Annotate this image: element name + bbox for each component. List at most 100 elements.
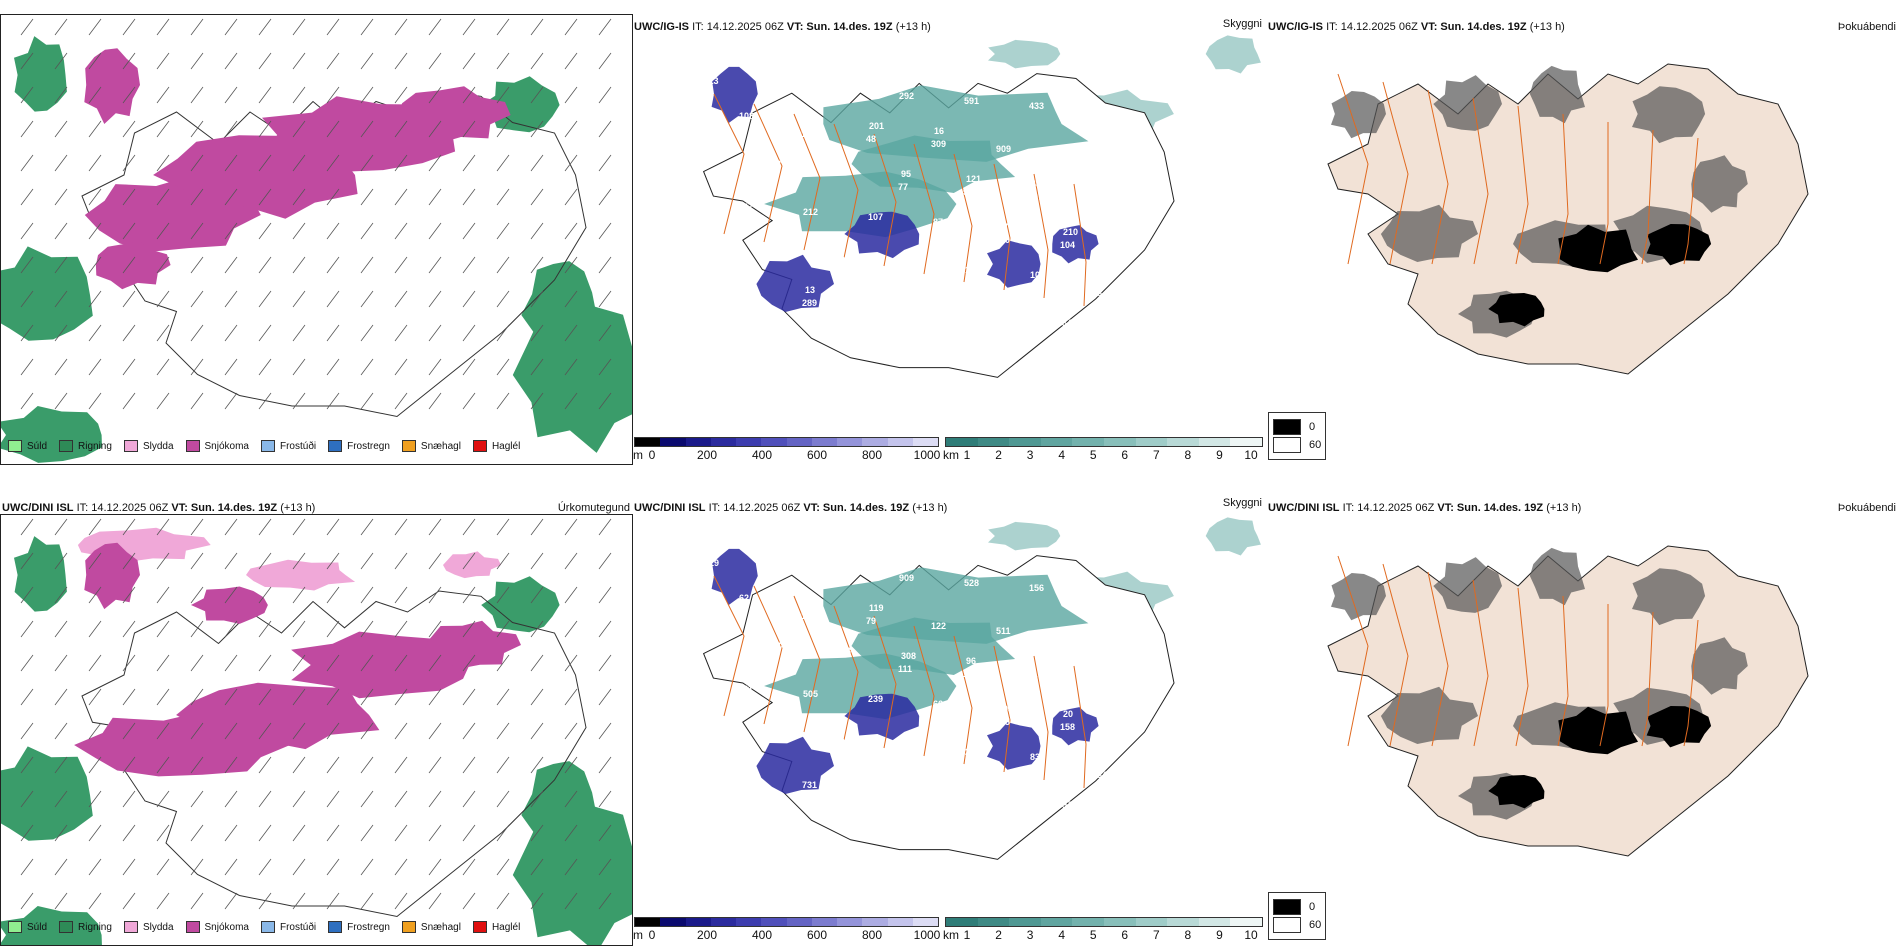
fog-shade — [1691, 637, 1748, 695]
wind-barb — [496, 620, 510, 638]
colorbar-tick: 7 — [1152, 928, 1160, 942]
wind-barb — [598, 790, 612, 808]
panel-header: UWC/DINI ISL IT: 14.12.2025 06Z VT: Sun.… — [2, 502, 316, 514]
wind-barb — [292, 620, 306, 638]
road-line — [1472, 579, 1489, 747]
panel-title: Þokuábendi — [1837, 502, 1896, 514]
wind-barb — [598, 222, 612, 240]
road-line — [953, 153, 973, 283]
colorbar-tick: 0 — [648, 448, 656, 462]
wind-barb — [224, 620, 238, 638]
rain-area — [521, 761, 597, 873]
colorbar-tick: 2 — [995, 928, 1002, 942]
wind-barb — [122, 154, 136, 172]
wind-barb — [496, 756, 510, 774]
road-line — [753, 103, 783, 243]
precip-type-map — [0, 14, 633, 465]
wind-barb — [88, 586, 102, 604]
colorbar-tick: 600 — [806, 448, 828, 462]
wind-barb — [292, 18, 306, 36]
colorbar-segment — [862, 918, 888, 926]
wind-barb — [496, 824, 510, 842]
wind-barb — [122, 756, 136, 774]
colorbar-tick: 8 — [1184, 448, 1192, 462]
colorbar-segment — [912, 918, 938, 926]
ceiling-value-label: 93 — [771, 159, 781, 169]
wind-barb — [156, 18, 170, 36]
wind-barb — [156, 790, 170, 808]
snow-area — [176, 682, 380, 750]
ceiling-value-label: 96 — [1028, 674, 1038, 684]
colorbar-tick: 3 — [1026, 448, 1034, 462]
ceiling-value-label: 16 — [934, 126, 944, 136]
colorbar-tick: 1 — [963, 448, 971, 462]
visibility-area — [823, 567, 1089, 644]
wind-barb — [190, 18, 204, 36]
ceiling-value-label: 764 — [932, 790, 947, 800]
ceiling-value-label: 201 — [869, 121, 884, 131]
wind-barb — [428, 688, 442, 706]
wind-barb — [122, 256, 136, 274]
ceiling-value-label: 116 — [769, 81, 784, 91]
wind-barb — [54, 358, 68, 376]
wind-barb — [564, 324, 578, 342]
road-line — [1557, 113, 1569, 265]
wind-barb — [496, 688, 510, 706]
fog-low — [1646, 706, 1712, 748]
fog-legend-swatch — [1273, 437, 1301, 453]
road-line — [953, 635, 973, 765]
ceiling-value-label: 103 — [998, 704, 1013, 714]
wind-barb — [54, 120, 68, 138]
road-line — [1337, 555, 1369, 747]
colorbar-segment — [1198, 438, 1231, 446]
wind-barb — [564, 86, 578, 104]
wind-barb — [122, 892, 136, 910]
wind-barb — [564, 518, 578, 536]
wind-barb — [122, 586, 136, 604]
wind-barb — [54, 790, 68, 808]
colorbar-segment — [1040, 438, 1073, 446]
wind-barb — [360, 290, 374, 308]
wind-barb — [224, 518, 238, 536]
wind-barb — [20, 790, 34, 808]
ceiling-value-label: 308 — [901, 651, 916, 661]
wind-barb — [224, 256, 238, 274]
wind-barb — [292, 120, 306, 138]
wind-barb — [190, 154, 204, 172]
wind-barb — [360, 824, 374, 842]
wind-barb — [462, 358, 476, 376]
wind-barb — [326, 892, 340, 910]
wind-barb — [54, 756, 68, 774]
wind-barb — [598, 518, 612, 536]
colorbar-tick: 5 — [1089, 448, 1097, 462]
wind-barb — [530, 586, 544, 604]
wind-barb — [224, 358, 238, 376]
colorbar-segment — [977, 918, 1010, 926]
wind-barb — [224, 552, 238, 570]
legend-label: Súld — [27, 921, 48, 933]
wind-barb — [360, 518, 374, 536]
wind-barb — [54, 222, 68, 240]
wind-barb — [292, 518, 306, 536]
wind-barb — [394, 858, 408, 876]
wind-barb — [20, 892, 34, 910]
wind-barb — [224, 154, 238, 172]
wind-barb — [258, 518, 272, 536]
wind-barb — [360, 188, 374, 206]
wind-barb — [258, 620, 272, 638]
legend-swatch — [59, 440, 74, 452]
fog-low — [1558, 706, 1638, 755]
wind-barb — [326, 824, 340, 842]
wind-barb — [326, 688, 340, 706]
legend-swatch — [8, 440, 22, 452]
road-line — [1033, 173, 1049, 299]
fog-shade — [1632, 86, 1706, 144]
fog-shade — [1433, 75, 1502, 131]
fog-legend-swatch — [1273, 419, 1301, 435]
snow-area — [291, 631, 470, 699]
road-line — [913, 625, 935, 757]
wind-barb — [88, 824, 102, 842]
ceiling-value-label: 212 — [803, 207, 818, 217]
wind-barb — [88, 620, 102, 638]
wind-barb — [190, 552, 204, 570]
